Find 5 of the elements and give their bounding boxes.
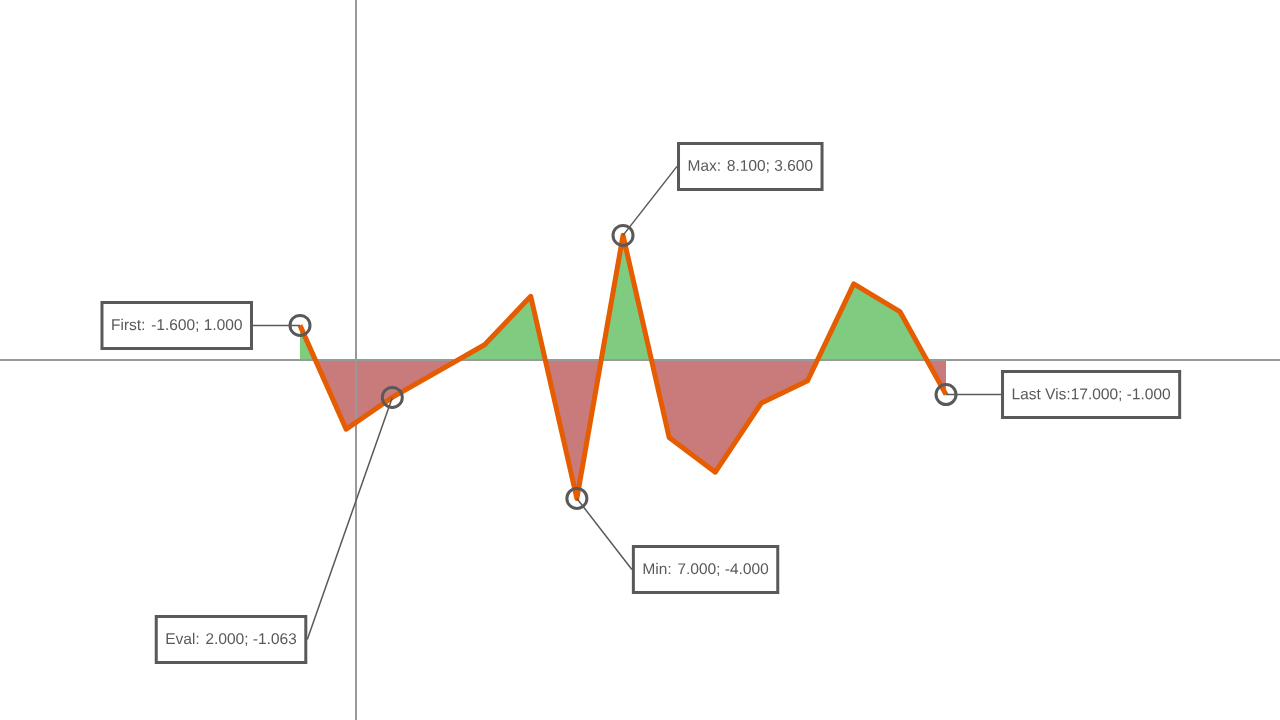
text: Last Vis:17.000; -1.000: [1012, 388, 1171, 402]
text: Eval: 2.000; -1.063: [166, 632, 297, 646]
text: Min: 7.000; -4.000: [643, 562, 769, 577]
text: First: -1.600; 1.000: [112, 318, 242, 332]
text: Max: 8.100; 3.600: [688, 159, 813, 173]
